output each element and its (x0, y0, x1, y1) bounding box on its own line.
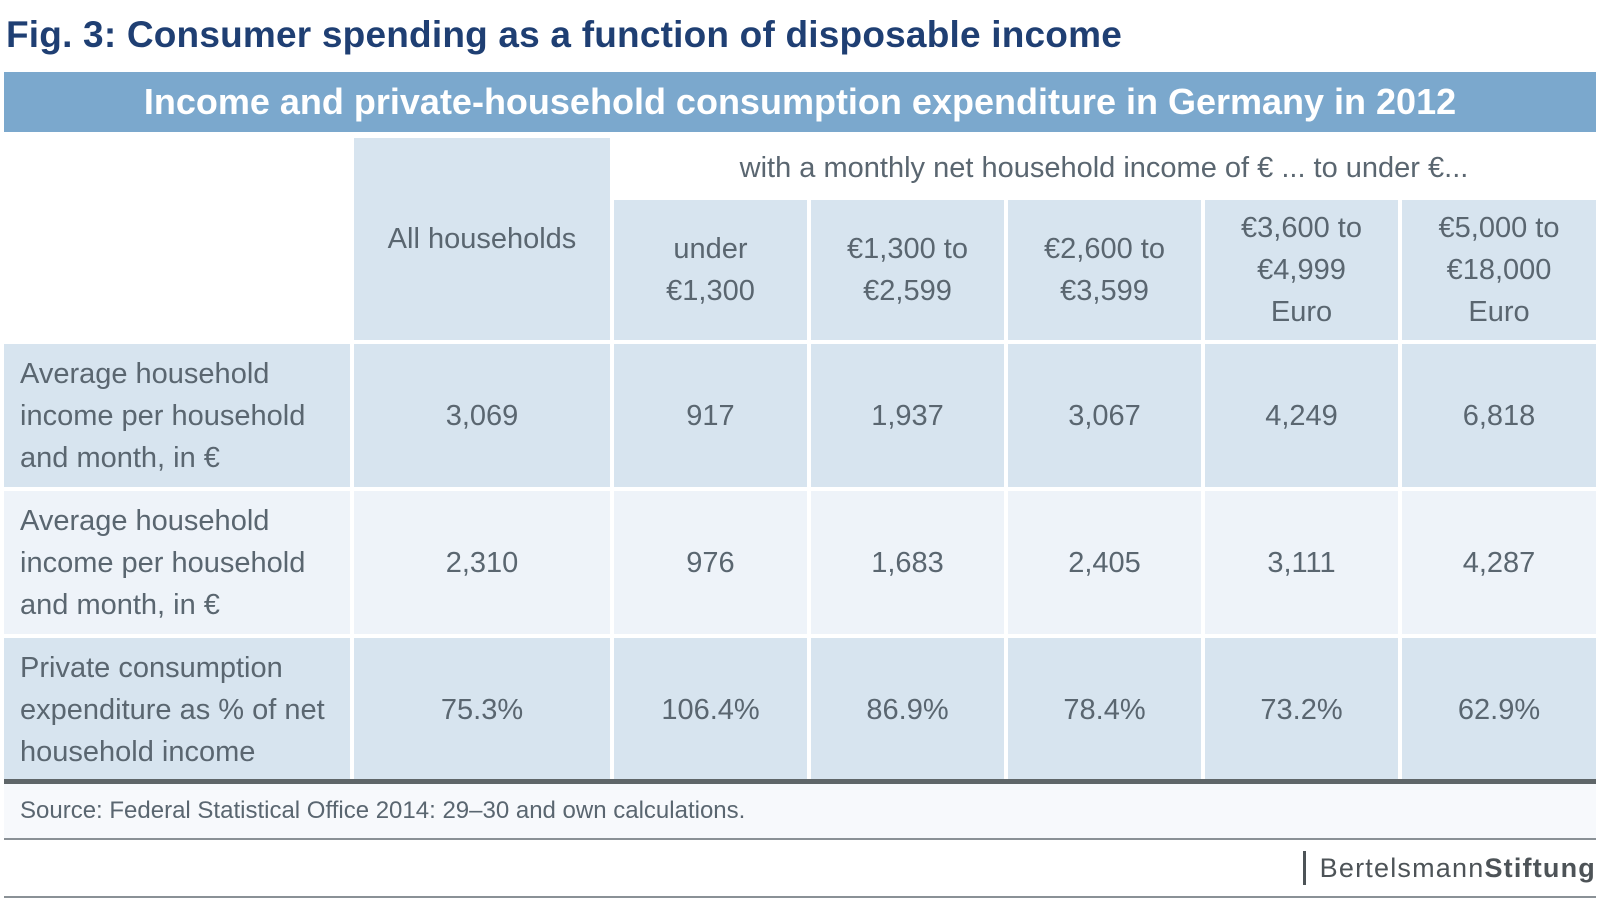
table-bottom-rule (4, 779, 1596, 784)
table-cell: 2,405 (1008, 491, 1201, 634)
row-label-1-line: Average household (20, 357, 270, 390)
column-header-1: under €1,300 (614, 200, 807, 340)
table-cell: 3,111 (1205, 491, 1398, 634)
column-header-5-line: Euro (1468, 296, 1530, 328)
column-header-2-line: €1,300 to (847, 233, 968, 265)
row-label-2-line: and month, in € (20, 588, 220, 621)
row-label-2-line: income per household (20, 546, 306, 579)
column-header-3: €2,600 to €3,599 (1008, 200, 1201, 340)
column-header-5-line: €5,000 to (1438, 212, 1560, 244)
footer-rule (4, 896, 1596, 898)
column-header-5: €5,000 to €18,000 Euro (1402, 200, 1596, 340)
column-header-2-line: €2,599 (863, 275, 952, 307)
column-header-4-line: €3,600 to (1241, 212, 1362, 244)
column-header-1-line: €1,300 (666, 275, 755, 307)
column-header-all-households: All households (354, 138, 610, 340)
column-header-4: €3,600 to €4,999 Euro (1205, 200, 1398, 340)
column-header-5-line: €18,000 (1446, 254, 1552, 286)
table-cell: 6,818 (1402, 344, 1596, 487)
row-label-2: Average household income per household and… (4, 491, 350, 634)
row-label-2-line: Average household (20, 504, 270, 537)
row-label-3-line: expenditure as % of net (20, 693, 325, 726)
table-cell: 2,310 (354, 491, 610, 634)
table-cell: 3,067 (1008, 344, 1201, 487)
column-header-all-households-line: All households (387, 223, 577, 255)
column-header-4-line: Euro (1270, 296, 1333, 328)
row-label-1-line: income per household (20, 399, 306, 432)
table-cell: 4,249 (1205, 344, 1398, 487)
table-banner: Income and private-household consumption… (4, 72, 1596, 132)
column-header-4-line: €4,999 (1257, 254, 1346, 286)
table-cell: 4,287 (1402, 491, 1596, 634)
row-label-1: Average household income per household and… (4, 344, 350, 487)
table-cell: 976 (614, 491, 807, 634)
logo-divider (1302, 851, 1306, 885)
table-cell: 73.2% (1205, 638, 1398, 781)
source-rule (4, 838, 1596, 840)
figure-title: Fig. 3: Consumer spending as a function … (6, 14, 1122, 55)
column-group-label: with a monthly net household income of €… (739, 151, 1469, 184)
table-cell: 75.3% (354, 638, 610, 781)
row-label-3-line: household income (20, 735, 256, 768)
column-header-1-line: under (673, 233, 748, 265)
table-cell: 1,937 (811, 344, 1004, 487)
bertelsmann-logo: Bertelsmann Stiftung (1302, 851, 1596, 885)
column-header-3-line: €3,599 (1060, 275, 1149, 307)
column-header-2: €1,300 to €2,599 (811, 200, 1004, 340)
source-note: Source: Federal Statistical Office 2014:… (4, 784, 1596, 838)
row-label-3-line: Private consumption (20, 651, 283, 684)
row-label-1-line: and month, in € (20, 441, 220, 474)
logo-text-stiftung: Stiftung (1484, 852, 1596, 883)
table-cell: 78.4% (1008, 638, 1201, 781)
table-cell: 917 (614, 344, 807, 487)
table-cell: 62.9% (1402, 638, 1596, 781)
table-cell: 106.4% (614, 638, 807, 781)
table-cell: 86.9% (811, 638, 1004, 781)
table-cell: 1,683 (811, 491, 1004, 634)
column-header-3-line: €2,600 to (1044, 233, 1165, 265)
logo-text-bertelsmann: Bertelsmann (1319, 852, 1485, 883)
table-cell: 3,069 (354, 344, 610, 487)
row-label-3: Private consumption expenditure as % of n… (4, 638, 350, 781)
